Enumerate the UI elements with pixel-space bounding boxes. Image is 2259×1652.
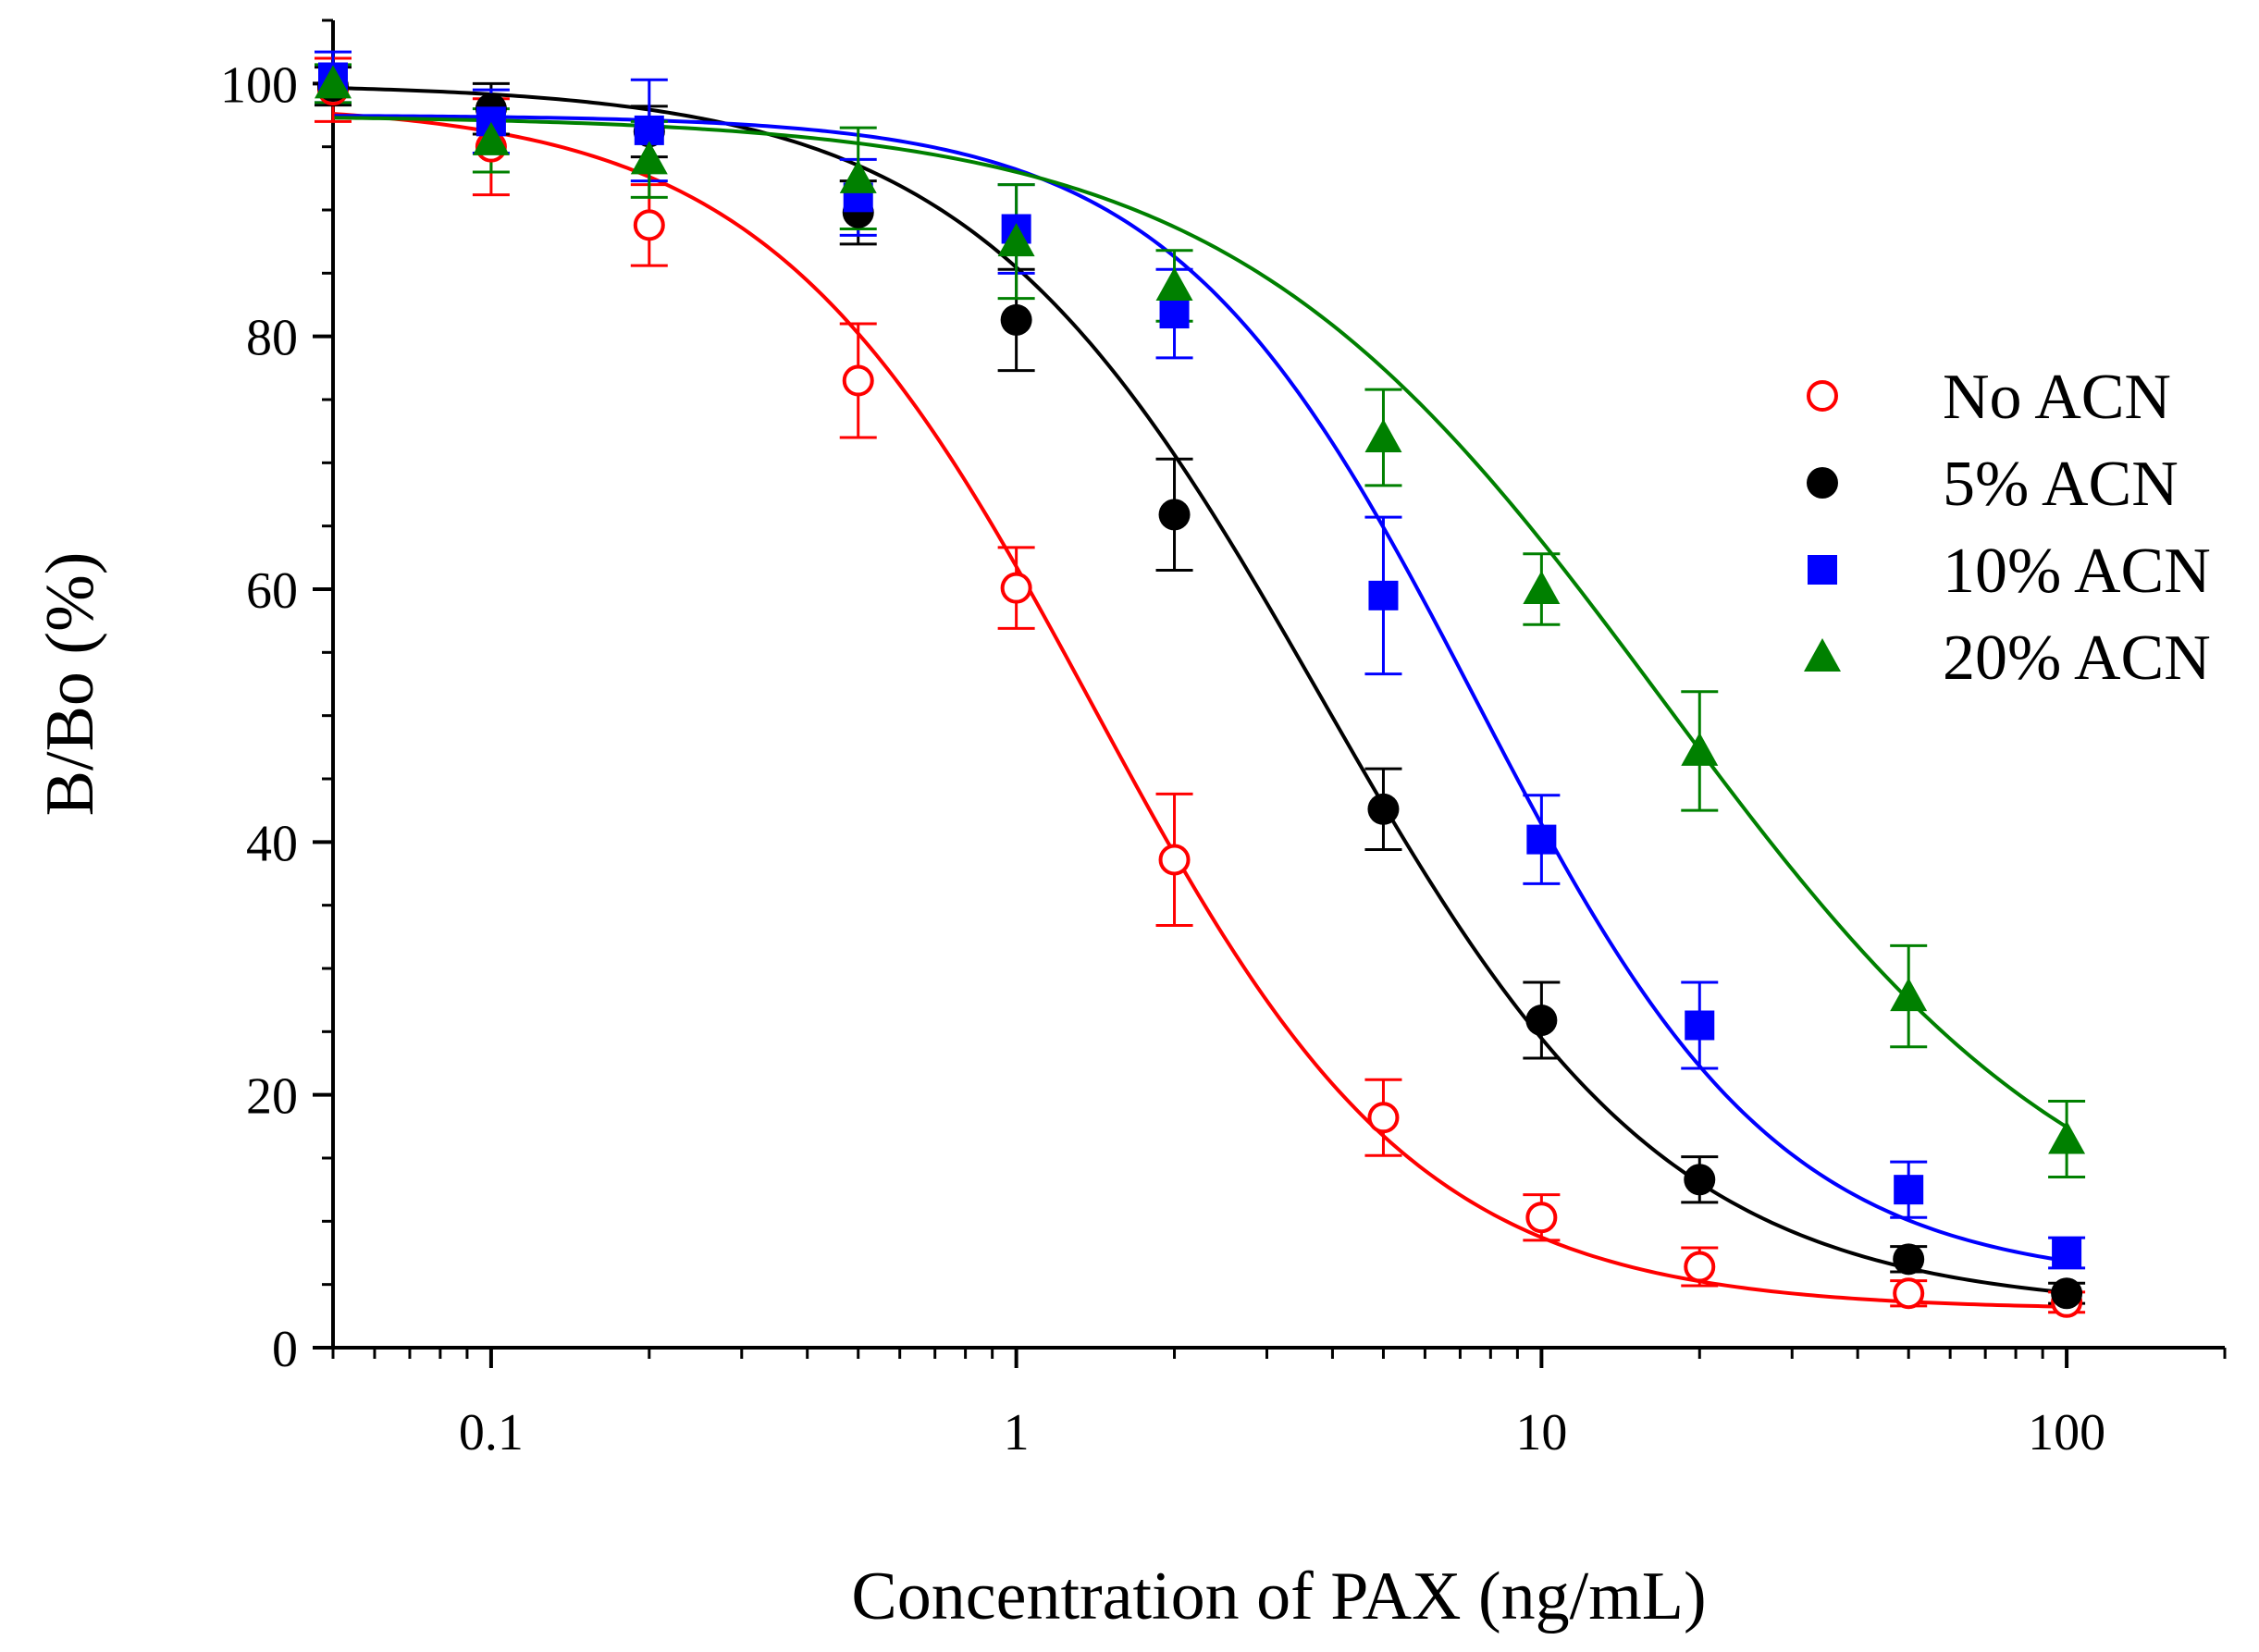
data-point bbox=[630, 141, 668, 175]
x-axis-title: Concentration of PAX (ng/mL) bbox=[851, 1559, 1706, 1634]
fit-curve bbox=[332, 116, 2068, 1129]
legend-label: 20% ACN bbox=[1943, 623, 2211, 694]
data-point bbox=[1523, 571, 1561, 604]
data-point bbox=[2051, 1277, 2083, 1310]
data-point bbox=[1684, 1251, 1716, 1283]
data-point bbox=[1525, 1202, 1558, 1234]
y-tick-label: 0 bbox=[272, 1321, 298, 1378]
data-point bbox=[2052, 1238, 2082, 1268]
legend-marker bbox=[1808, 555, 1837, 585]
x-tick-label: 0.1 bbox=[459, 1404, 524, 1461]
legend: No ACN 5% ACN 10% ACN 20% ACN bbox=[1804, 362, 2211, 694]
legend-marker bbox=[1804, 638, 1841, 672]
data-point bbox=[1367, 793, 1400, 825]
x-tick-label: 1 bbox=[1004, 1404, 1030, 1461]
data-point bbox=[2048, 1120, 2086, 1154]
data-point bbox=[1890, 978, 1928, 1012]
data-point bbox=[1367, 1102, 1400, 1134]
data-point bbox=[1159, 299, 1190, 329]
data-point bbox=[1155, 267, 1193, 301]
data-point bbox=[1158, 499, 1191, 531]
y-tick-label: 20 bbox=[246, 1068, 298, 1126]
data-point bbox=[1526, 824, 1557, 855]
fit-curve bbox=[332, 114, 2068, 1264]
data-point bbox=[1893, 1243, 1925, 1276]
y-ticks: 0 20 40 60 80 100 bbox=[220, 18, 333, 1378]
data-point bbox=[1893, 1277, 1925, 1310]
y-tick-label: 40 bbox=[246, 815, 298, 872]
x-ticks: 0.1 1 10 100 bbox=[331, 1348, 2227, 1461]
legend-label: 10% ACN bbox=[1943, 536, 2211, 607]
data-point bbox=[1158, 844, 1191, 876]
data-point bbox=[1000, 572, 1032, 604]
data-point bbox=[315, 65, 352, 99]
data-point bbox=[1368, 580, 1399, 610]
legend-label: 5% ACN bbox=[1943, 449, 2179, 520]
data-point bbox=[842, 364, 874, 397]
x-tick-label: 10 bbox=[1515, 1404, 1567, 1461]
y-tick-label: 60 bbox=[246, 562, 298, 620]
y-tick-label: 100 bbox=[220, 56, 298, 114]
data-point bbox=[1525, 1005, 1558, 1037]
y-axis-title: B/Bo (%) bbox=[32, 552, 108, 817]
data-point bbox=[1681, 732, 1719, 766]
data-point bbox=[634, 115, 664, 145]
fit-curves bbox=[332, 86, 2068, 1309]
data-point bbox=[1685, 1010, 1715, 1041]
data-markers bbox=[315, 62, 2086, 1318]
legend-label: No ACN bbox=[1943, 362, 2171, 433]
data-point bbox=[1894, 1175, 1924, 1205]
y-tick-label: 80 bbox=[246, 310, 298, 367]
data-point bbox=[1684, 1164, 1716, 1196]
x-tick-label: 100 bbox=[2028, 1404, 2105, 1461]
data-point bbox=[1000, 303, 1032, 336]
data-point bbox=[472, 121, 510, 155]
fit-curve bbox=[332, 86, 2068, 1295]
legend-marker bbox=[1807, 380, 1838, 412]
data-point bbox=[997, 223, 1035, 257]
data-point bbox=[633, 209, 665, 241]
legend-marker bbox=[1807, 467, 1838, 499]
fit-curve bbox=[332, 112, 2068, 1309]
data-point bbox=[1364, 419, 1402, 452]
data-point bbox=[839, 159, 877, 193]
